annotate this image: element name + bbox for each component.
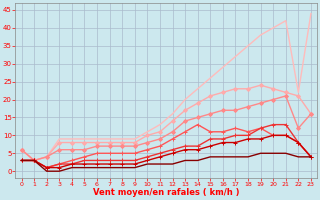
X-axis label: Vent moyen/en rafales ( km/h ): Vent moyen/en rafales ( km/h ) [93,188,239,197]
